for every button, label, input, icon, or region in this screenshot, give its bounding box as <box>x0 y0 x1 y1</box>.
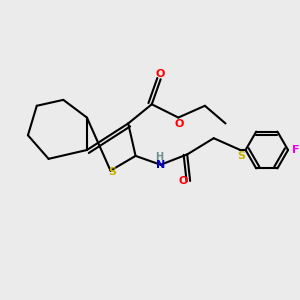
Text: O: O <box>174 119 184 129</box>
Text: O: O <box>179 176 188 186</box>
Text: O: O <box>156 69 165 79</box>
Text: S: S <box>108 167 116 177</box>
Text: S: S <box>238 152 246 161</box>
Text: N: N <box>156 160 165 170</box>
Text: H: H <box>155 152 163 162</box>
Text: F: F <box>292 145 299 155</box>
